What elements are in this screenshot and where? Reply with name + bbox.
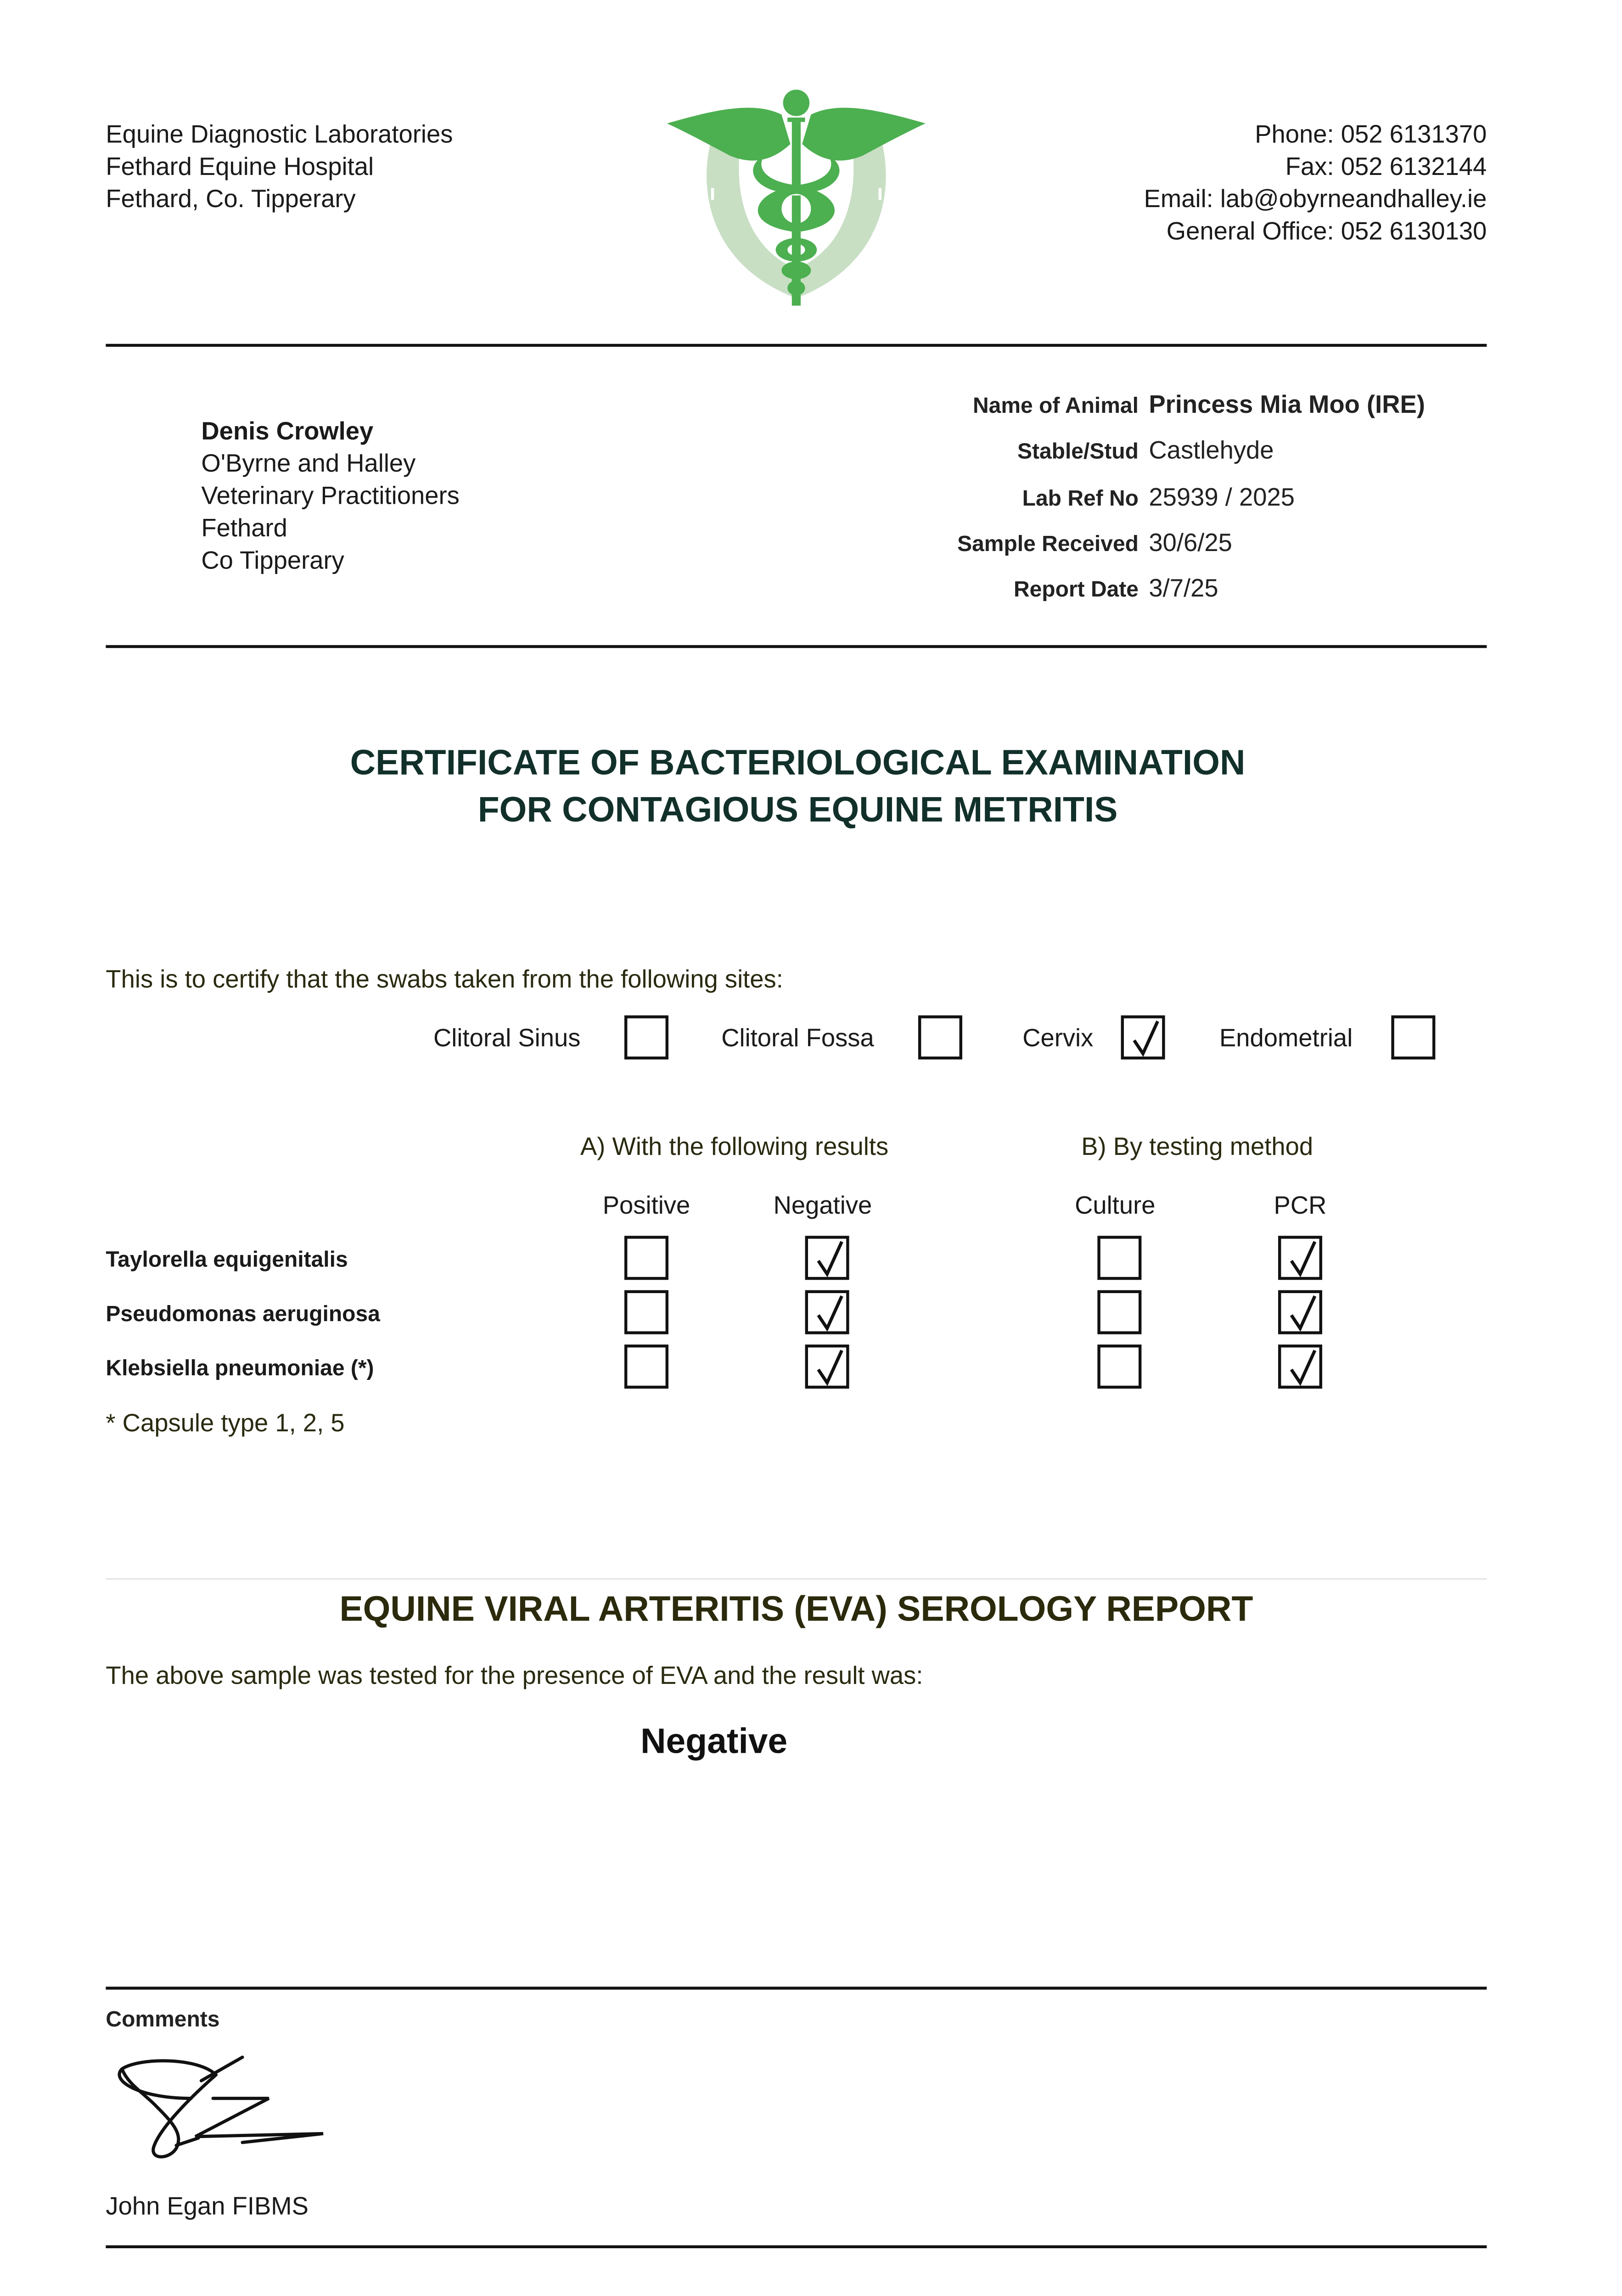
address-line: Fethard Equine Hospital [106, 152, 374, 181]
recipient-name: Denis Crowley [201, 417, 374, 445]
animal-name: Princess Mia Moo (IRE) [1149, 391, 1425, 419]
site-checkbox-endometrial[interactable] [1391, 1015, 1436, 1060]
recipient-line: O'Byrne and Halley [201, 450, 416, 478]
stable-value: Castlehyde [1149, 436, 1274, 465]
recipient-line: Fethard [201, 514, 287, 542]
checkbox-positive[interactable] [624, 1345, 668, 1389]
eva-text: The above sample was tested for the pres… [106, 1662, 923, 1690]
address-line: Fethard, Co. Tipperary [106, 185, 356, 213]
report-date-value: 3/7/25 [1149, 574, 1218, 602]
section-a-heading: A) With the following results [580, 1133, 889, 1161]
recipient-block: Denis Crowley O'Byrne and Halley Veterin… [201, 416, 459, 578]
column-pcr: PCR [1274, 1192, 1327, 1220]
organism-name: Pseudomonas aeruginosa [106, 1302, 380, 1327]
email: Email: lab@obyrneandhalley.ie [1144, 185, 1487, 213]
certify-text: This is to certify that the swabs taken … [106, 965, 783, 994]
organism-name: Taylorella equigenitalis [106, 1247, 348, 1273]
divider [106, 1578, 1487, 1580]
site-checkbox-cervix[interactable] [1121, 1015, 1165, 1060]
lab-ref-value: 25939 / 2025 [1149, 483, 1295, 512]
site-checkbox-clitoral-sinus[interactable] [624, 1015, 668, 1060]
checkbox-pcr[interactable] [1278, 1236, 1322, 1280]
fax: Fax: 052 6132144 [1285, 152, 1487, 181]
eva-result: Negative [640, 1722, 788, 1762]
checkmark-icon [1290, 1295, 1317, 1332]
section-b-heading: B) By testing method [1081, 1133, 1313, 1161]
checkmark-icon [817, 1350, 843, 1386]
phone: Phone: 052 6131370 [1255, 120, 1487, 149]
eva-title: EQUINE VIRAL ARTERITIS (EVA) SEROLOGY RE… [339, 1590, 1253, 1630]
certificate-title: CERTIFICATE OF BACTERIOLOGICAL EXAMINATI… [350, 743, 1246, 783]
divider [106, 2245, 1487, 2248]
checkbox-culture[interactable] [1097, 1290, 1142, 1334]
checkmark-icon [1290, 1241, 1317, 1277]
checkbox-positive[interactable] [624, 1236, 668, 1280]
checkbox-negative[interactable] [805, 1290, 849, 1334]
column-positive: Positive [602, 1192, 690, 1220]
caduceus-logo-icon [667, 90, 926, 306]
signature-icon [118, 2055, 324, 2159]
checkbox-negative[interactable] [805, 1236, 849, 1280]
general-office: General Office: 052 6130130 [1166, 217, 1487, 246]
checkbox-pcr[interactable] [1278, 1345, 1322, 1389]
info-label: Lab Ref No [1022, 486, 1139, 512]
info-label: Stable/Stud [1017, 439, 1139, 465]
lab-address: Equine Diagnostic Laboratories Fethard E… [106, 119, 453, 216]
sample-received-value: 30/6/25 [1149, 529, 1232, 557]
site-checkbox-clitoral-fossa[interactable] [918, 1015, 962, 1060]
checkmark-icon [1133, 1020, 1159, 1057]
checkbox-positive[interactable] [624, 1290, 668, 1334]
recipient-line: Co Tipperary [201, 546, 344, 575]
divider [106, 1986, 1487, 1990]
comments-label: Comments [106, 2007, 220, 2032]
info-label: Sample Received [957, 532, 1139, 557]
site-label: Clitoral Fossa [721, 1024, 874, 1052]
recipient-line: Veterinary Practitioners [201, 482, 460, 510]
checkbox-pcr[interactable] [1278, 1290, 1322, 1334]
divider [106, 343, 1487, 347]
checkbox-culture[interactable] [1097, 1345, 1142, 1389]
organism-name: Klebsiella pneumoniae (*) [106, 1356, 374, 1381]
footnote: * Capsule type 1, 2, 5 [106, 1409, 345, 1437]
checkbox-culture[interactable] [1097, 1236, 1142, 1280]
certificate-subtitle: FOR CONTAGIOUS EQUINE METRITIS [477, 790, 1118, 830]
site-label: Endometrial [1219, 1024, 1353, 1052]
contact-details: Phone: 052 6131370 Fax: 052 6132144 Emai… [1144, 119, 1487, 248]
column-negative: Negative [773, 1192, 872, 1220]
signatory-name: John Egan FIBMS [106, 2192, 309, 2221]
checkbox-negative[interactable] [805, 1345, 849, 1389]
info-label: Report Date [1013, 577, 1139, 602]
site-label: Clitoral Sinus [433, 1024, 581, 1052]
column-culture: Culture [1075, 1192, 1156, 1220]
site-label: Cervix [1022, 1024, 1094, 1052]
checkmark-icon [817, 1295, 843, 1332]
checkmark-icon [1290, 1350, 1317, 1386]
checkmark-icon [817, 1241, 843, 1277]
address-line: Equine Diagnostic Laboratories [106, 120, 453, 149]
divider [106, 645, 1487, 648]
info-label: Name of Animal [973, 394, 1139, 419]
